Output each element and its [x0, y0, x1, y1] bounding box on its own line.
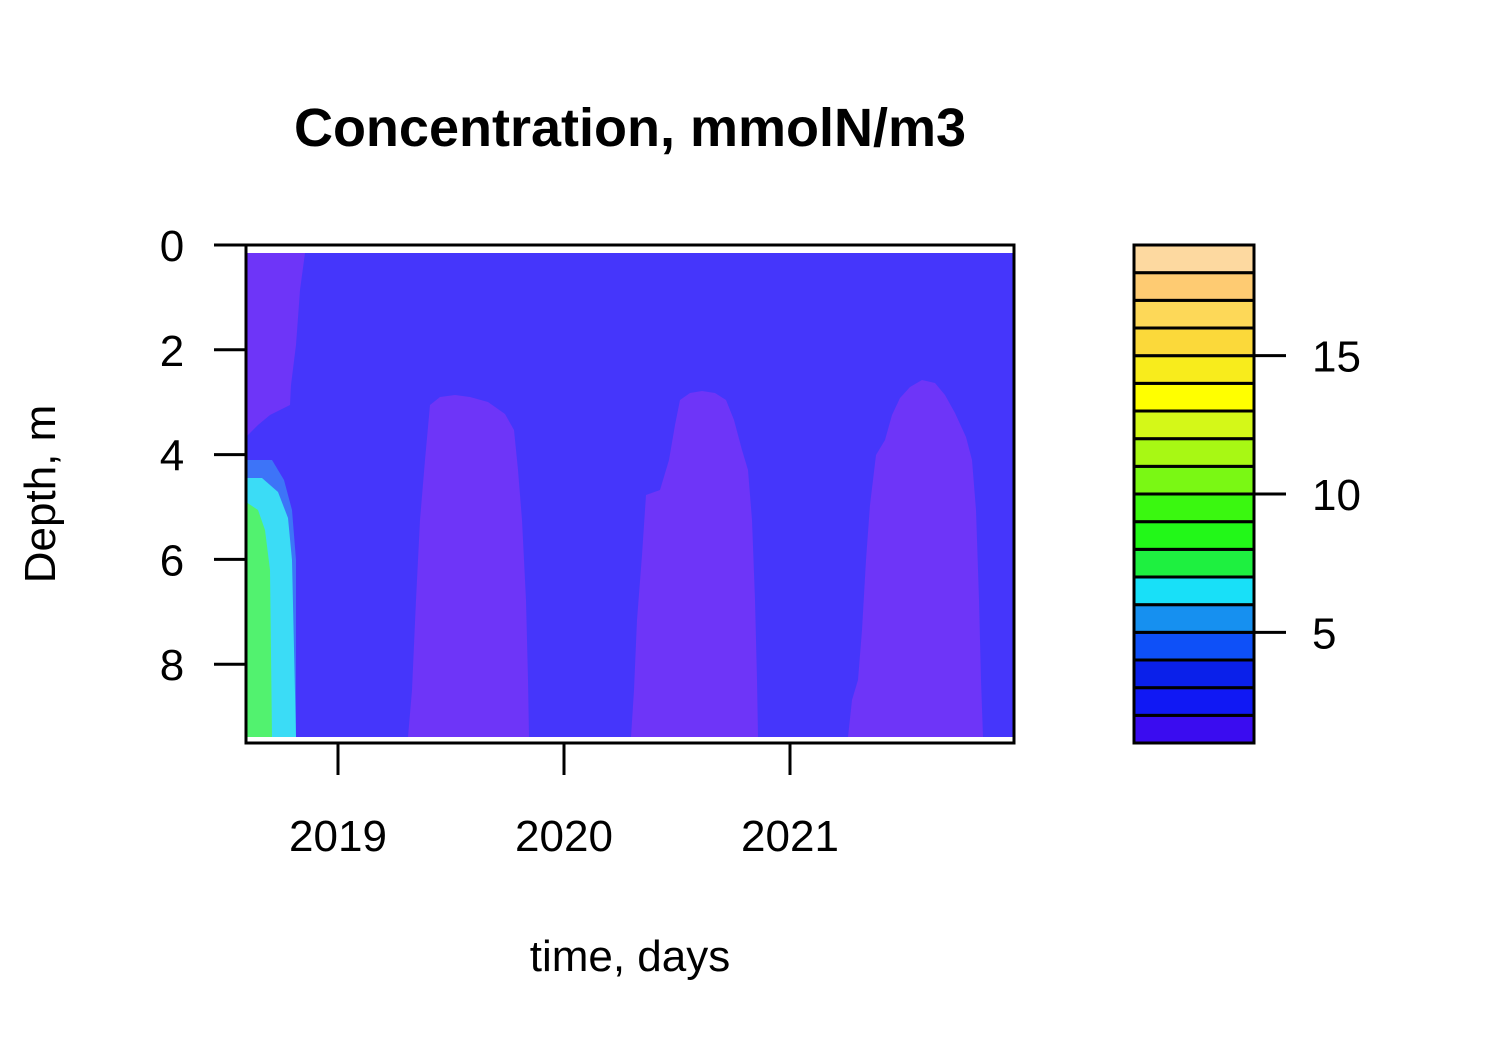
colorbar-swatch — [1132, 464, 1256, 496]
colorbar-swatch — [1132, 298, 1256, 330]
x-axis: 2019 2020 2021 time, days — [289, 741, 839, 981]
colorbar-swatch — [1132, 713, 1256, 745]
colorbar-swatch — [1132, 271, 1256, 302]
contour-bloom-2021 — [848, 380, 983, 737]
x-tick-label: 2020 — [515, 812, 613, 861]
y-tick-label: 0 — [160, 222, 184, 271]
colorbar-swatch — [1132, 354, 1256, 385]
contour-initial-upper — [246, 253, 305, 437]
y-tick-label: 2 — [160, 327, 184, 376]
top-gap — [246, 245, 1014, 253]
colorbar-swatch — [1132, 437, 1256, 468]
plot-area — [244, 243, 1016, 745]
colorbar-swatch — [1132, 630, 1256, 662]
chart-title: Concentration, mmolN/m3 — [294, 98, 966, 158]
colorbar-swatch — [1132, 409, 1256, 441]
contour-initial-green — [246, 502, 272, 737]
x-ticks: 2019 2020 2021 — [289, 743, 839, 861]
y-axis: 0 2 4 6 8 Depth, m — [16, 222, 248, 690]
colorbar-swatch — [1132, 603, 1256, 634]
colorbar-swatch — [1132, 326, 1256, 358]
contour-bloom-2020 — [631, 391, 758, 737]
colorbar-tick-label: 10 — [1312, 471, 1361, 520]
x-tick-label: 2021 — [741, 812, 839, 861]
colorbar-swatch — [1132, 520, 1256, 551]
colorbar-swatch — [1132, 243, 1256, 275]
y-tick-label: 8 — [160, 641, 184, 690]
colorbar-swatch — [1132, 686, 1256, 717]
colorbar-swatch — [1132, 381, 1256, 413]
colorbar-tick-label: 15 — [1312, 333, 1361, 382]
y-axis-label: Depth, m — [16, 405, 65, 584]
x-axis-label: time, days — [530, 932, 731, 981]
colorbar: 5 10 15 — [1132, 243, 1361, 745]
colorbar-swatch — [1132, 492, 1256, 524]
colorbar-tick-label: 5 — [1312, 609, 1336, 658]
x-tick-label: 2019 — [289, 812, 387, 861]
contour-bloom-2019 — [408, 395, 529, 737]
colorbar-swatch — [1132, 658, 1256, 690]
colorbar-swatch — [1132, 575, 1256, 607]
y-tick-label: 6 — [160, 536, 184, 585]
bottom-gap — [246, 737, 1014, 743]
y-tick-label: 4 — [160, 432, 184, 481]
colorbar-swatch — [1132, 547, 1256, 579]
contour-regions — [246, 253, 983, 737]
y-ticks: 0 2 4 6 8 — [160, 222, 246, 690]
